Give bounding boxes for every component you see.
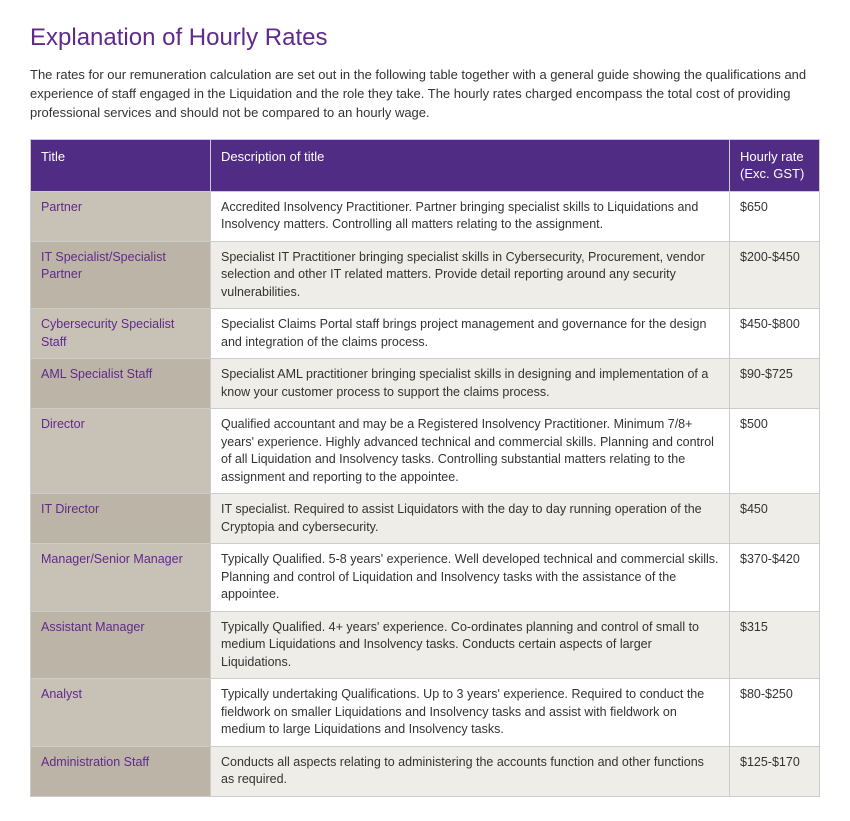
cell-rate: $90-$725 — [730, 359, 820, 409]
cell-rate: $500 — [730, 409, 820, 494]
cell-description: Conducts all aspects relating to adminis… — [211, 746, 730, 796]
intro-paragraph: The rates for our remuneration calculati… — [30, 66, 820, 123]
cell-rate: $450-$800 — [730, 309, 820, 359]
cell-description: Typically Qualified. 4+ years' experienc… — [211, 611, 730, 679]
table-row: AML Specialist StaffSpecialist AML pract… — [31, 359, 820, 409]
table-row: Cybersecurity Specialist StaffSpecialist… — [31, 309, 820, 359]
cell-description: Specialist AML practitioner bringing spe… — [211, 359, 730, 409]
cell-rate: $200-$450 — [730, 241, 820, 309]
cell-title: AML Specialist Staff — [31, 359, 211, 409]
table-row: PartnerAccredited Insolvency Practitione… — [31, 191, 820, 241]
cell-description: Typically undertaking Qualifications. Up… — [211, 679, 730, 747]
col-header-description: Description of title — [211, 139, 730, 191]
table-row: IT DirectorIT specialist. Required to as… — [31, 494, 820, 544]
cell-rate: $650 — [730, 191, 820, 241]
cell-title: IT Specialist/Specialist Partner — [31, 241, 211, 309]
cell-rate: $125-$170 — [730, 746, 820, 796]
cell-rate: $315 — [730, 611, 820, 679]
cell-title: Cybersecurity Specialist Staff — [31, 309, 211, 359]
cell-description: Qualified accountant and may be a Regist… — [211, 409, 730, 494]
cell-rate: $450 — [730, 494, 820, 544]
table-row: Assistant ManagerTypically Qualified. 4+… — [31, 611, 820, 679]
table-row: DirectorQualified accountant and may be … — [31, 409, 820, 494]
col-header-rate: Hourly rate (Exc. GST) — [730, 139, 820, 191]
cell-rate: $370-$420 — [730, 544, 820, 612]
page-title: Explanation of Hourly Rates — [30, 24, 820, 52]
rates-table: Title Description of title Hourly rate (… — [30, 139, 820, 797]
cell-description: Specialist Claims Portal staff brings pr… — [211, 309, 730, 359]
table-header-row: Title Description of title Hourly rate (… — [31, 139, 820, 191]
cell-title: Administration Staff — [31, 746, 211, 796]
col-header-title: Title — [31, 139, 211, 191]
table-row: IT Specialist/Specialist PartnerSpeciali… — [31, 241, 820, 309]
cell-description: Typically Qualified. 5-8 years' experien… — [211, 544, 730, 612]
cell-title: Manager/Senior Manager — [31, 544, 211, 612]
cell-title: Partner — [31, 191, 211, 241]
cell-title: Analyst — [31, 679, 211, 747]
cell-title: Director — [31, 409, 211, 494]
table-row: Manager/Senior ManagerTypically Qualifie… — [31, 544, 820, 612]
cell-description: Specialist IT Practitioner bringing spec… — [211, 241, 730, 309]
table-row: Administration StaffConducts all aspects… — [31, 746, 820, 796]
cell-title: IT Director — [31, 494, 211, 544]
cell-description: IT specialist. Required to assist Liquid… — [211, 494, 730, 544]
cell-title: Assistant Manager — [31, 611, 211, 679]
table-row: AnalystTypically undertaking Qualificati… — [31, 679, 820, 747]
cell-description: Accredited Insolvency Practitioner. Part… — [211, 191, 730, 241]
cell-rate: $80-$250 — [730, 679, 820, 747]
